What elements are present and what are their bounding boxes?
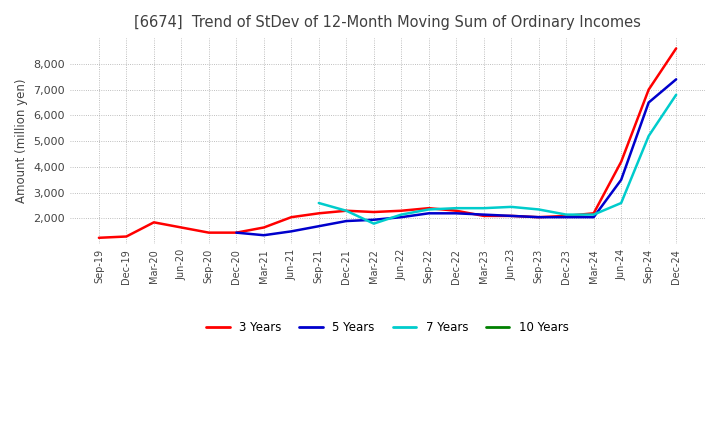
3 Years [672,46,680,51]
5 Years [342,218,351,224]
Line: 3 Years: 3 Years [99,48,676,238]
3 Years [617,159,626,165]
3 Years [204,230,213,235]
3 Years [315,211,323,216]
5 Years [259,233,268,238]
5 Years [232,230,240,235]
3 Years [94,235,103,240]
3 Years [562,213,570,219]
3 Years [397,208,405,213]
7 Years [534,207,543,212]
3 Years [150,220,158,225]
3 Years [342,208,351,213]
5 Years [644,100,653,105]
Line: 5 Years: 5 Years [236,79,676,235]
5 Years [534,215,543,220]
3 Years [232,230,240,235]
3 Years [369,209,378,215]
3 Years [590,211,598,216]
5 Years [562,215,570,220]
Line: 7 Years: 7 Years [319,95,676,224]
5 Years [672,77,680,82]
3 Years [177,225,186,230]
7 Years [342,208,351,213]
7 Years [644,133,653,139]
3 Years [122,234,131,239]
5 Years [424,211,433,216]
Title: [6674]  Trend of StDev of 12-Month Moving Sum of Ordinary Incomes: [6674] Trend of StDev of 12-Month Moving… [134,15,641,30]
3 Years [480,213,488,219]
3 Years [507,213,516,219]
7 Years [562,212,570,217]
5 Years [369,217,378,222]
5 Years [480,212,488,217]
3 Years [534,215,543,220]
Legend: 3 Years, 5 Years, 7 Years, 10 Years: 3 Years, 5 Years, 7 Years, 10 Years [202,316,573,338]
3 Years [259,225,268,230]
5 Years [315,224,323,229]
7 Years [507,204,516,209]
5 Years [287,229,296,234]
3 Years [452,208,461,213]
5 Years [397,215,405,220]
5 Years [452,211,461,216]
5 Years [617,177,626,183]
7 Years [315,200,323,205]
7 Years [452,205,461,211]
7 Years [397,212,405,217]
Y-axis label: Amount (million yen): Amount (million yen) [15,79,28,203]
5 Years [507,213,516,219]
7 Years [590,212,598,217]
3 Years [644,87,653,92]
7 Years [672,92,680,97]
7 Years [369,221,378,226]
3 Years [287,215,296,220]
7 Years [480,205,488,211]
7 Years [617,200,626,205]
3 Years [424,205,433,211]
7 Years [424,207,433,212]
5 Years [590,215,598,220]
